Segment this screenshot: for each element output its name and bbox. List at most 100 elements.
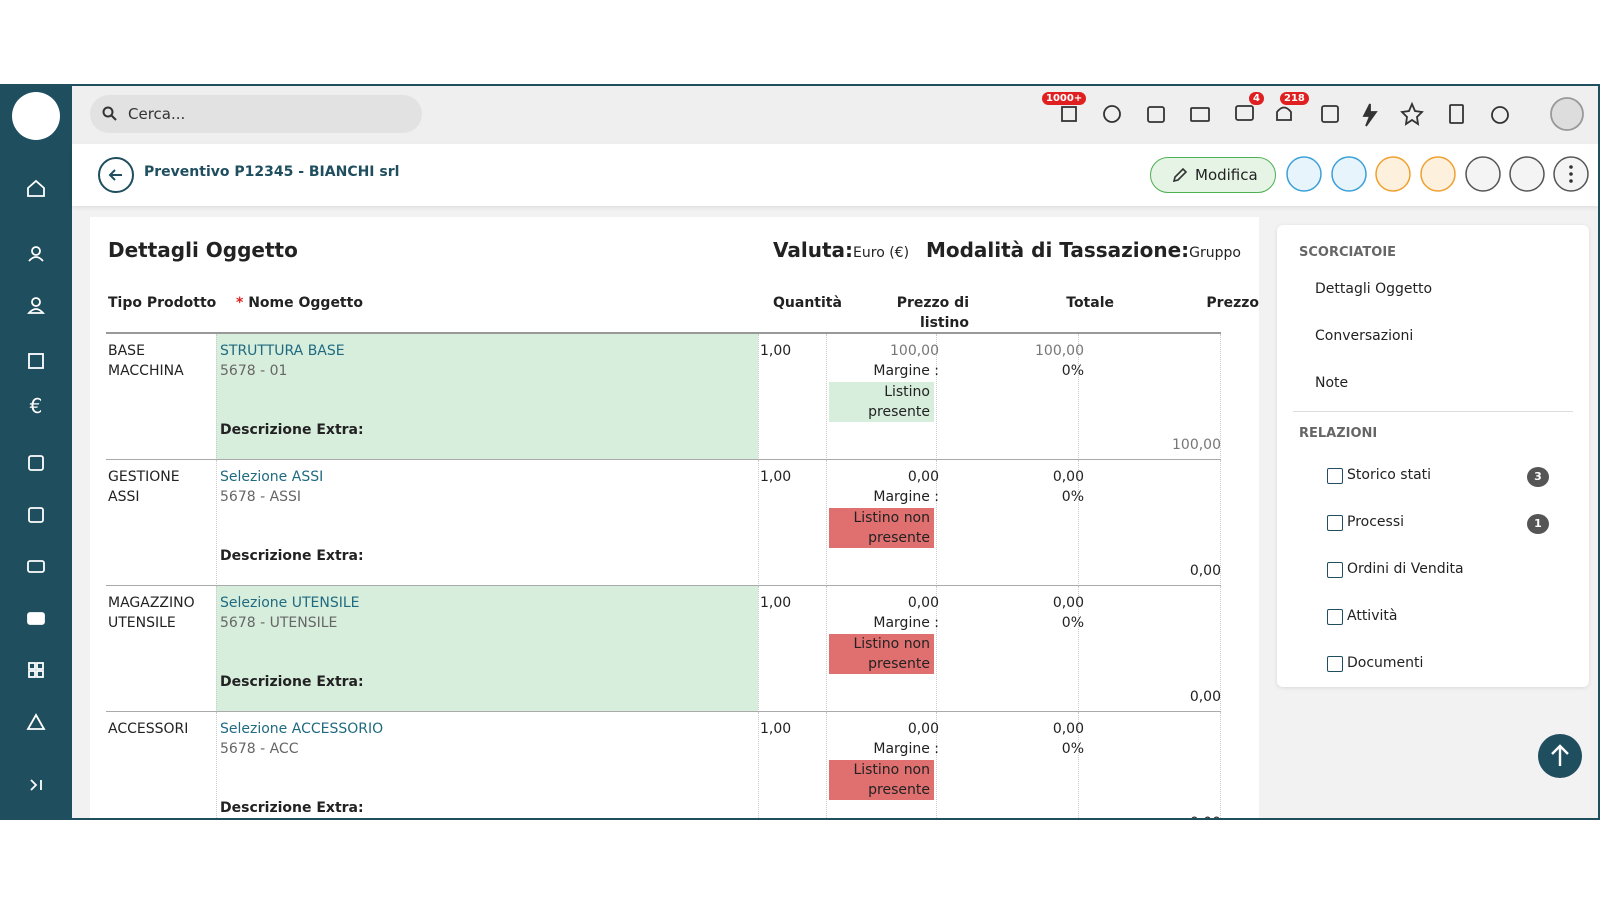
list-price: 0,00	[907, 469, 939, 485]
margin-percent: 0%	[1061, 741, 1084, 757]
mail-action[interactable]	[1375, 156, 1411, 192]
total: 100,00	[1035, 343, 1084, 359]
mail-icon[interactable]	[1190, 107, 1210, 122]
calc-icon	[28, 455, 44, 471]
items-table: Tipo Prodotto * Nome Oggetto Quantità Prezz…	[90, 217, 1259, 818]
tax-label: Modalità di Tassazione:	[925, 238, 1190, 262]
column-separator	[826, 460, 827, 586]
task-action[interactable]	[1331, 156, 1367, 192]
extra-label: Descrizione Extra:	[220, 674, 364, 690]
details-card: Dettagli Oggetto Valuta:Euro (€) Modalit…	[90, 217, 1259, 818]
list-status: Listino presente	[829, 382, 934, 422]
calc2-icon	[28, 507, 44, 523]
item-code: 5678 - UTENSILE	[220, 615, 338, 631]
calendar-icon[interactable]	[1147, 106, 1165, 123]
list-status: Listino non presente	[829, 760, 934, 800]
item-code: 5678 - ASSI	[220, 489, 302, 505]
product-type: ACCESSORI	[108, 721, 189, 737]
total: 0,00	[1052, 721, 1084, 737]
relation-link: Processi	[1347, 514, 1404, 530]
section-title: Dettagli Oggetto	[108, 238, 298, 262]
edit-label: Modifica	[1195, 166, 1258, 184]
history-icon[interactable]	[1103, 105, 1121, 123]
top-bar: Cerca... 1000+ 4 218	[72, 86, 1598, 144]
bell-icon[interactable]	[1276, 106, 1292, 121]
contact-icon	[31, 297, 41, 307]
relation-icon	[1327, 515, 1343, 531]
product-type: GESTIONE ASSI	[108, 469, 180, 505]
euro-icon: €	[30, 394, 43, 418]
notification-badge: 1000+	[1042, 92, 1087, 105]
item-name: Selezione ACCESSORIO	[220, 721, 384, 737]
user-icon	[31, 246, 41, 256]
relation-count: 3	[1527, 467, 1549, 487]
star-action[interactable]	[1420, 156, 1456, 192]
column-label: Prezzo	[1206, 295, 1259, 311]
column-separator	[826, 586, 827, 712]
avatar[interactable]	[1550, 97, 1584, 131]
back-button[interactable]	[98, 157, 134, 193]
star-icon[interactable]	[1400, 101, 1424, 126]
column-header: Quantità	[773, 293, 842, 313]
search-box[interactable]: Cerca...	[90, 95, 422, 133]
name-cell-highlight	[216, 586, 758, 711]
price: 100,00	[1172, 437, 1221, 453]
column-separator	[758, 460, 759, 586]
relation-icon	[1327, 468, 1343, 484]
total: 0,00	[1052, 595, 1084, 611]
column-separator	[758, 586, 759, 712]
app-frame: € Cerca...	[0, 84, 1600, 820]
item-name: Selezione ASSI	[220, 469, 324, 485]
column-separator	[936, 460, 937, 586]
home-icon	[27, 179, 45, 197]
price: 0,00	[1190, 813, 1221, 818]
column-separator	[216, 586, 217, 712]
calendar-action[interactable]	[1286, 156, 1322, 192]
column-header: * Nome Oggetto	[236, 293, 363, 313]
margin-label: Margine :	[873, 363, 939, 379]
currency: Valuta:Euro (€)	[773, 238, 909, 262]
column-separator	[936, 586, 937, 712]
flash-icon[interactable]	[1362, 103, 1378, 127]
price: 0,00	[1189, 689, 1221, 705]
product-type: BASE MACCHINA	[108, 343, 184, 379]
extra-label: Descrizione Extra:	[220, 422, 364, 438]
shortcut-link: Note	[1315, 375, 1349, 391]
process-icon[interactable]	[1061, 106, 1077, 122]
column-separator	[216, 712, 217, 818]
column-separator	[1078, 334, 1079, 460]
margin-label: Margine :	[873, 741, 939, 757]
edit-button[interactable]: Modifica	[1150, 157, 1276, 193]
list-price: 0,00	[907, 721, 939, 737]
search-placeholder: Cerca...	[128, 105, 186, 123]
column-separator	[936, 712, 937, 818]
column-header: Prezzo	[1206, 293, 1259, 313]
column-separator	[1220, 712, 1221, 818]
product-type: MAGAZZINO UTENSILE	[108, 595, 195, 631]
relation-icon	[1327, 609, 1343, 625]
column-separator	[826, 334, 827, 460]
link-action[interactable]	[1509, 156, 1545, 192]
column-separator	[936, 334, 937, 460]
column-label: Quantità	[773, 295, 842, 311]
list-price: 100,00	[890, 343, 939, 359]
column-separator	[1078, 586, 1079, 712]
tax-value: Gruppo	[1189, 245, 1241, 261]
chat-icon[interactable]	[1235, 105, 1254, 121]
column-separator	[1220, 586, 1221, 712]
doc-icon[interactable]	[1449, 104, 1464, 124]
divider	[1293, 411, 1573, 412]
quantity: 1,00	[760, 469, 792, 485]
row-line	[106, 585, 1221, 586]
relation-count: 1	[1527, 514, 1549, 534]
task-icon[interactable]	[1321, 105, 1339, 123]
user-icon	[28, 256, 44, 262]
shortcut-link: Conversazioni	[1315, 328, 1414, 344]
notification-badge: 4	[1249, 92, 1264, 105]
bell-action[interactable]	[1465, 156, 1501, 192]
scroll-top-button[interactable]	[1538, 734, 1582, 778]
grid-icon	[36, 670, 44, 678]
toolbar-icons	[1061, 97, 1584, 131]
column-header: Tipo Prodotto	[108, 293, 216, 313]
timer-icon[interactable]	[1491, 106, 1509, 124]
